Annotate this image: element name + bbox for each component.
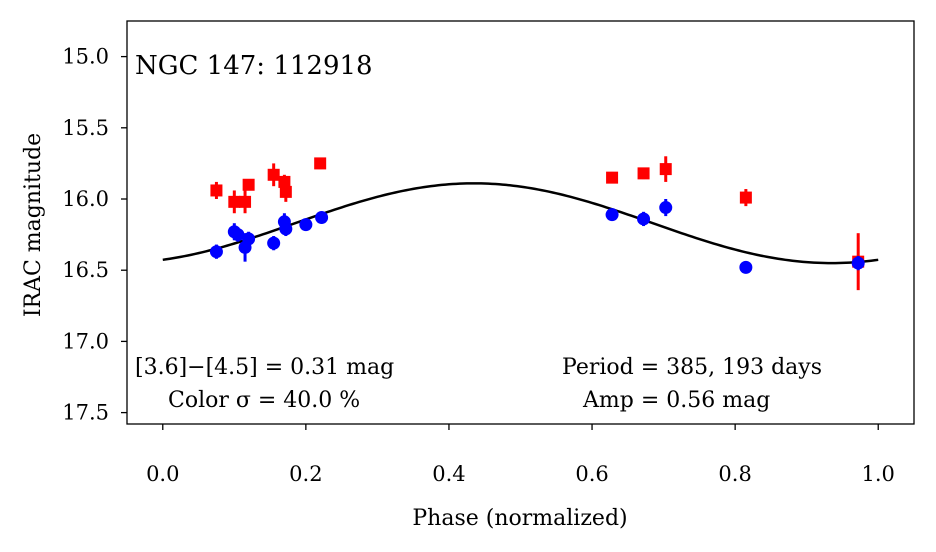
point-4p5-marker <box>242 178 255 191</box>
point-4p5-marker <box>659 163 672 176</box>
point-4p5-marker <box>239 195 252 208</box>
point-3p6-marker <box>851 256 865 270</box>
y-tick-label: 15.0 <box>62 45 109 69</box>
point-4p5-marker <box>606 171 619 184</box>
point-3p6-marker <box>299 218 313 232</box>
point-4p5-marker <box>210 184 223 197</box>
point-4p5-marker <box>228 195 241 208</box>
point-3p6-marker <box>637 212 651 226</box>
point-4p5-marker <box>279 185 292 198</box>
point-3p6-marker <box>279 222 293 236</box>
point-3p6-marker <box>231 228 245 242</box>
x-tick-label: 1.0 <box>862 462 895 486</box>
point-4p5-marker <box>314 157 327 170</box>
point-3p6-marker <box>242 232 256 246</box>
x-tick-label: 0.8 <box>718 462 751 486</box>
y-tick-label: 16.0 <box>62 187 109 211</box>
color-annotation: [3.6]−[4.5] = 0.31 mag <box>135 355 394 380</box>
x-tick-label: 0.2 <box>289 462 322 486</box>
period-annotation: Period = 385, 193 days <box>562 355 822 380</box>
color-sigma-annotation: Color σ = 40.0 % <box>168 388 360 413</box>
series-3p6-points <box>209 199 865 274</box>
point-3p6-marker <box>739 260 753 274</box>
point-3p6-marker <box>209 245 223 259</box>
point-3p6-marker <box>659 201 673 215</box>
x-axis-label: Phase (normalized) <box>412 506 627 531</box>
point-4p5-marker <box>267 168 280 181</box>
y-tick-label: 16.5 <box>62 258 109 282</box>
axis-ticks: 0.0 0.2 0.4 0.6 0.8 1.0 15.0 15.5 16.0 16.5 17.0 17… <box>62 45 895 486</box>
point-3p6-marker <box>267 236 281 250</box>
point-3p6-marker <box>315 211 329 225</box>
plot-frame <box>126 20 915 425</box>
y-tick-label: 15.5 <box>62 116 109 140</box>
y-tick-label: 17.0 <box>62 329 109 353</box>
amp-annotation: Amp = 0.56 mag <box>582 388 770 413</box>
y-tick-label: 17.5 <box>62 401 109 425</box>
point-4p5-marker <box>739 191 752 204</box>
point-3p6-marker <box>605 208 619 222</box>
chart-title: NGC 147: 112918 <box>135 51 373 81</box>
x-tick-label: 0.6 <box>575 462 608 486</box>
x-tick-label: 0.4 <box>432 462 465 486</box>
point-4p5-marker <box>637 167 650 180</box>
x-tick-label: 0.0 <box>146 462 179 486</box>
y-axis-label: IRAC magnitude <box>21 133 46 317</box>
